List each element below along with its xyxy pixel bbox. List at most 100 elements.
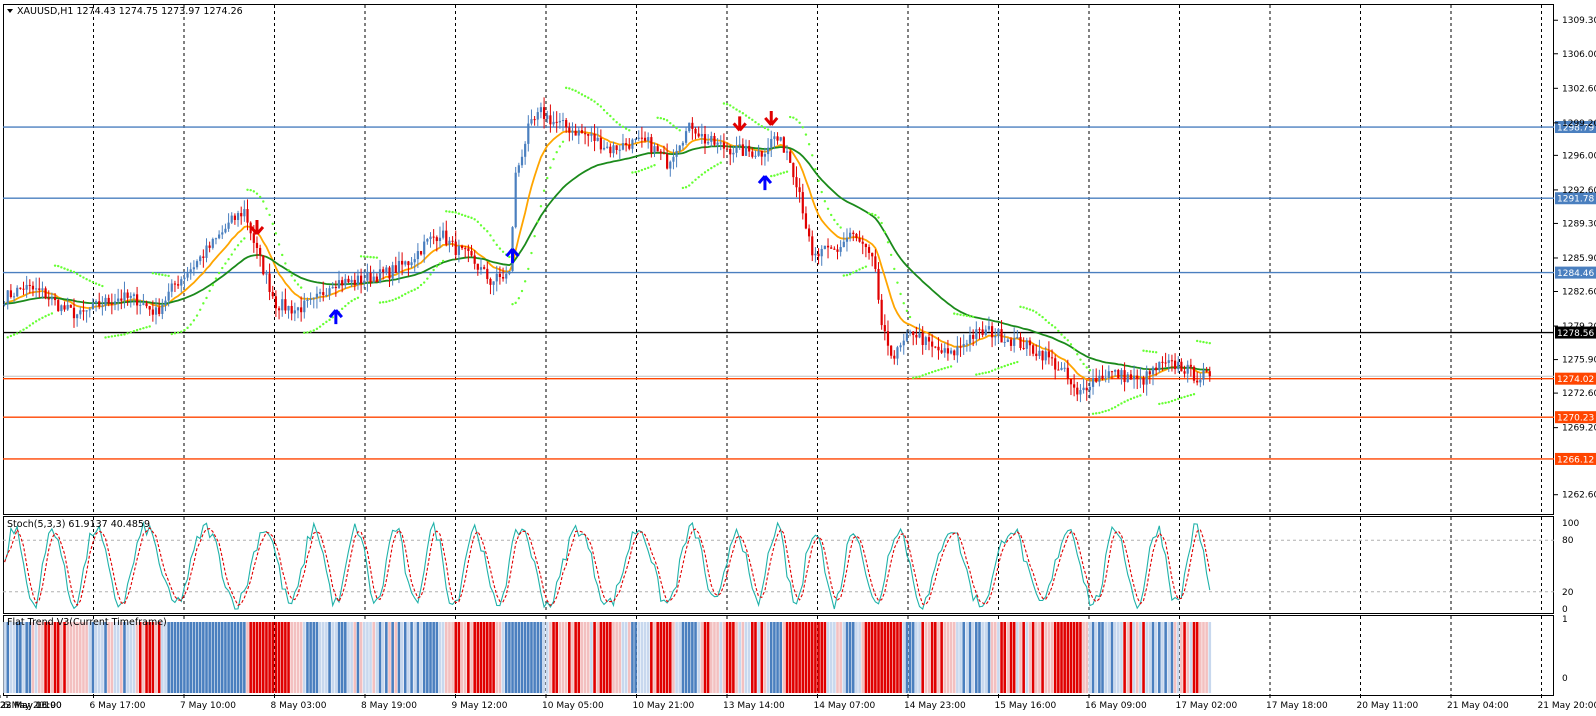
sar-dot (848, 272, 852, 276)
candle-body (517, 165, 520, 173)
flat-trend-bar (1094, 622, 1098, 693)
candle-body (404, 261, 407, 265)
flat-trend-bar (315, 622, 319, 693)
flat-trend-bar (978, 622, 981, 693)
flat-trend-bar (1085, 622, 1089, 693)
flat-trend-bar (924, 622, 928, 693)
candle-body (236, 213, 240, 220)
flat-trend-bar (965, 622, 969, 693)
flat-trend-bar (1148, 622, 1152, 693)
sar-dot (325, 320, 328, 324)
sar-dot (479, 224, 483, 227)
candle-body (820, 248, 823, 257)
flat-trend-bar (293, 622, 297, 693)
candle-body (454, 241, 457, 255)
candle-body (72, 307, 76, 319)
candle-body (1050, 357, 1054, 359)
flat-trend-bar (751, 622, 754, 693)
time-tick-label: 14 May 23:00 (904, 701, 966, 711)
flat-trend-bar (381, 622, 385, 693)
sar-dot (274, 232, 278, 235)
flat-trend-bar (492, 622, 495, 693)
flat-trend-bar (735, 622, 738, 693)
sar-dot (621, 125, 625, 129)
candle-body (599, 137, 602, 150)
horizontal-levels[interactable]: 1298.79 1291.78 1284.46 1278.56 1274.02 1270.… (3, 121, 1596, 465)
price-panel-frame[interactable] (3, 4, 1554, 515)
sar-dot (404, 292, 407, 296)
sar-dot (107, 335, 110, 339)
candle-body (388, 267, 391, 279)
flat-trend-bar (183, 622, 186, 693)
flat-trend-bar (211, 622, 215, 693)
sar-dot (533, 234, 536, 238)
sar-dot (157, 273, 161, 276)
sar-dot (1072, 347, 1076, 351)
candle-body (798, 187, 801, 193)
flat-trend-bar (25, 622, 28, 693)
sar-dot (6, 336, 9, 339)
flat-trend-bar (255, 622, 259, 693)
flat-trend-bar (697, 622, 700, 693)
flat-trend-bar (643, 622, 647, 693)
flat-trend-bar (1110, 622, 1114, 693)
candle-body (397, 260, 401, 273)
flat-trend-bar (284, 622, 287, 693)
sar-dot (265, 207, 268, 210)
flat-trend-bar (482, 622, 486, 693)
candle-body (675, 150, 678, 157)
candle-body (741, 144, 744, 156)
flat-trend-bar (990, 622, 994, 693)
flat-trend-bar (126, 622, 129, 693)
stochastic-lines (3, 520, 1554, 610)
candle-body (962, 344, 965, 347)
flat-trend-bar (66, 622, 69, 693)
stoch-panel-frame[interactable] (3, 516, 1554, 614)
flat-trend-bar (91, 622, 95, 693)
flat-trend-bar (1208, 622, 1212, 693)
sar-dot (385, 300, 388, 304)
candle-body (274, 296, 278, 309)
candle-body (246, 209, 249, 223)
flat-trend-bar (236, 622, 240, 693)
candle-body (1073, 384, 1076, 388)
flat-trend-bar (101, 622, 104, 693)
flat-trend-bar (845, 622, 849, 693)
sar-dot (927, 372, 931, 375)
flat-trend-bar (186, 622, 189, 693)
time-tick-label: 6 May 2019 (3, 701, 56, 711)
sar-dot (473, 218, 476, 221)
flat-trend-bar (1135, 622, 1139, 693)
sar-dot (577, 91, 580, 94)
flat-trend-bar (637, 622, 641, 693)
candle-body (391, 265, 394, 279)
flat-trend-bar (609, 622, 612, 693)
flat-trend-bar (1113, 622, 1117, 693)
sar-dot (19, 330, 22, 333)
candle-body (593, 133, 596, 141)
flat-trend-bar (552, 622, 555, 693)
flat-trend-bar (864, 622, 868, 693)
level-price-tag (1555, 192, 1596, 205)
time-tick-label: 22 May 13:00 (0, 701, 62, 711)
candle-body (375, 276, 378, 283)
level-price-label: 1266.12 (1557, 455, 1594, 465)
sar-dot (845, 273, 849, 277)
candle-body (438, 237, 442, 242)
flat-trend-bar (145, 622, 148, 693)
sar-dot (227, 258, 230, 261)
candle-body (937, 346, 940, 351)
candle-body (637, 137, 640, 139)
sar-dot (836, 222, 839, 226)
sar-dot (1104, 409, 1107, 413)
sar-dot (880, 221, 883, 225)
candle-body (678, 145, 681, 151)
candle-body (167, 291, 170, 301)
collapse-triangle-icon[interactable] (7, 9, 13, 13)
flat-trend-bar (561, 622, 565, 693)
flat-trend-bar (896, 622, 899, 693)
candle-body (120, 298, 123, 301)
candle-body (432, 236, 435, 238)
candle-body (177, 284, 180, 286)
